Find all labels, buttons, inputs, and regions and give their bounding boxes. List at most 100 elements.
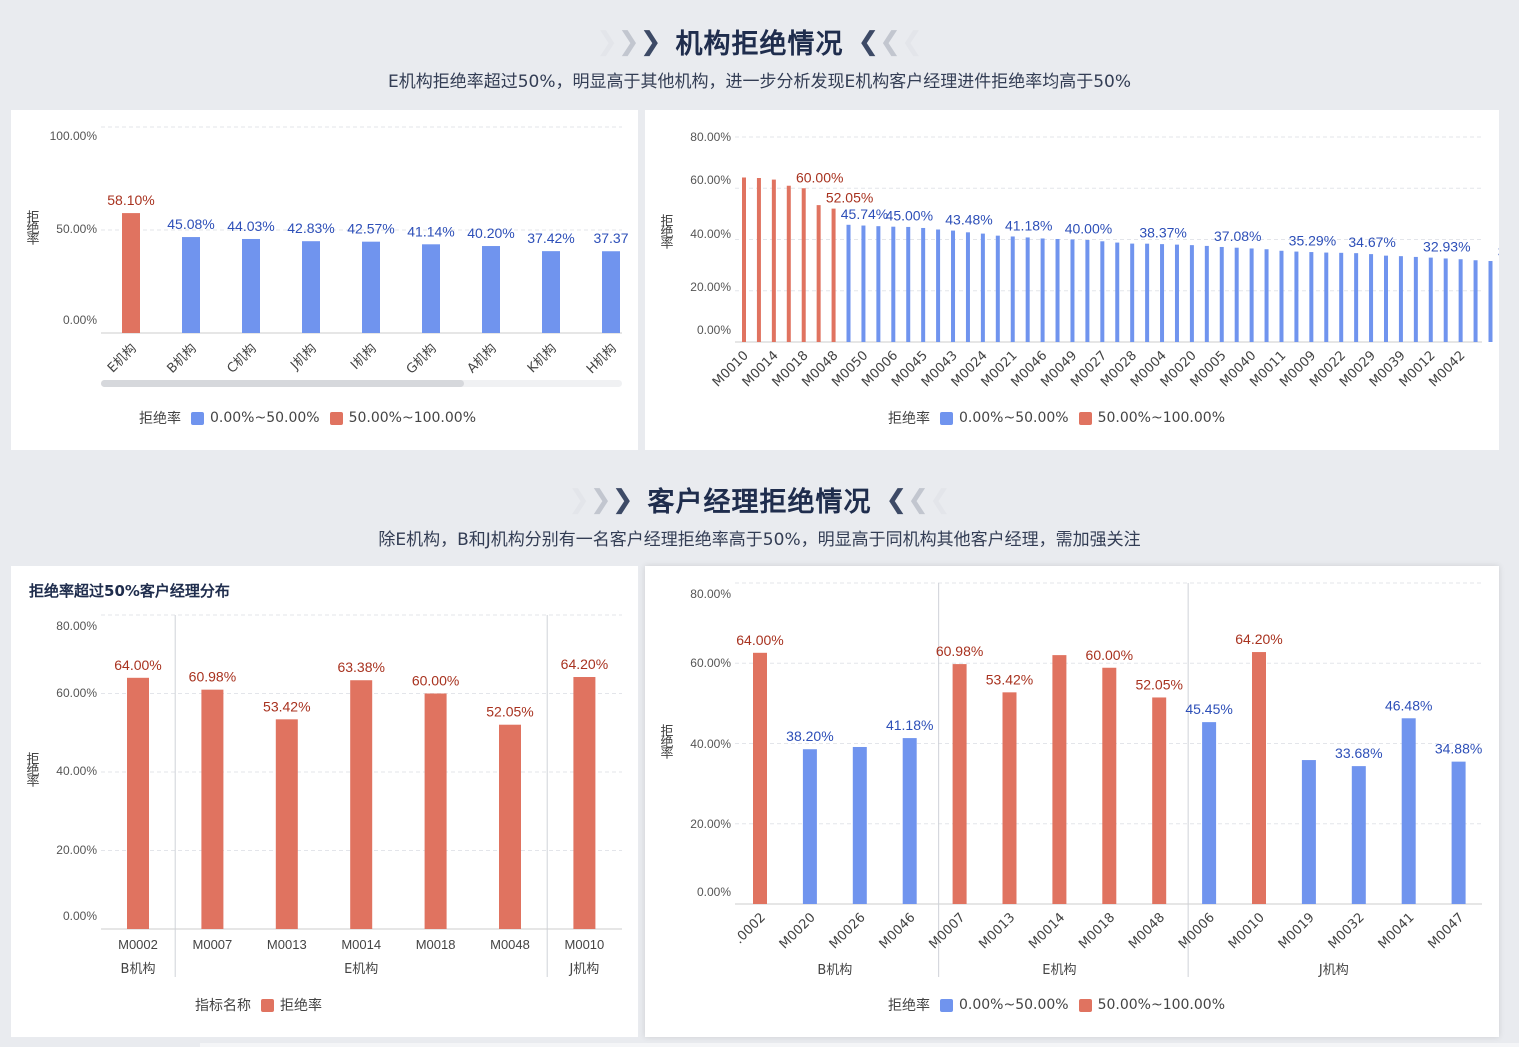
data-label: 64.20% — [1235, 631, 1282, 647]
legend-item-high[interactable]: 50.00%~100.00% — [1078, 997, 1225, 1013]
data-label: 64.00% — [736, 632, 783, 648]
x-tick-label: M0020 — [777, 910, 819, 952]
manager-rejection-panel: 80.00% 60.00% 40.00% 20.00% 0.00% 拒绝率 60.00% 52… — [645, 110, 1499, 450]
y-tick-label: 0.00% — [63, 313, 97, 327]
data-label: 64.00% — [114, 657, 161, 673]
panel-title: 拒绝率超过50%客户经理分布 — [29, 582, 230, 600]
bar — [362, 241, 380, 333]
bar — [182, 237, 200, 333]
bar — [1324, 252, 1329, 342]
bar — [846, 224, 851, 342]
bar — [1174, 244, 1179, 342]
legend-item-high[interactable]: 50.00%~100.00% — [1078, 410, 1225, 426]
data-label: 32.93% — [1423, 239, 1470, 255]
data-label: 60.98% — [936, 643, 983, 659]
chart-legend: 拒绝率 0.00%~50.00% 50.00%~100.00% — [888, 995, 1225, 1015]
data-label: 37.08% — [1214, 228, 1261, 244]
x-tick-label: M0018 — [1076, 910, 1118, 952]
bar — [1145, 243, 1150, 342]
data-label: 40.00% — [1065, 221, 1112, 237]
group-label: B机构 — [817, 963, 852, 978]
bar — [742, 177, 746, 342]
bar — [902, 738, 917, 904]
data-label: 63.38% — [337, 659, 384, 675]
legend-title: 拒绝率 — [888, 998, 930, 1014]
data-label: 60.00% — [412, 673, 459, 689]
group-label: E机构 — [1042, 963, 1076, 978]
bar — [980, 233, 985, 342]
x-tick-label: M0006 — [1176, 910, 1218, 952]
bar — [1458, 259, 1463, 342]
bar — [831, 208, 836, 342]
y-tick-label: 100.00% — [50, 129, 98, 143]
bar — [1055, 238, 1060, 342]
y-tick-label: 60.00% — [690, 656, 731, 670]
legend-item-low[interactable]: 0.00%~50.00% — [940, 997, 1069, 1013]
section-header-org: ❯ ❯ ❯ 机构拒绝情况 ❮ ❮ ❮ E机构拒绝率超过50%，明显高于其他机构，进一步分… — [0, 22, 1519, 93]
bar — [876, 226, 881, 342]
managers-by-org-chart[interactable]: 80.00% 60.00% 40.00% 20.00% 0.00% 拒绝率 64.00% .0… — [645, 566, 1499, 1037]
bar — [995, 235, 1000, 342]
bar — [952, 664, 967, 904]
legend-item-rate[interactable]: 拒绝率 — [261, 995, 322, 1015]
bar — [275, 719, 298, 929]
bar — [1301, 760, 1316, 904]
bar — [921, 227, 926, 342]
bar — [1264, 249, 1269, 342]
scrollbar-thumb[interactable] — [101, 380, 464, 387]
y-tick-label: 0.00% — [697, 323, 731, 337]
bar — [965, 232, 970, 342]
section-title-org: 机构拒绝情况 — [675, 29, 844, 60]
bar — [1102, 667, 1117, 904]
bar — [573, 677, 596, 929]
x-tick-label: H机构 — [584, 341, 620, 377]
bar — [1413, 256, 1418, 342]
x-tick-label: M0007 — [193, 937, 233, 952]
bar — [1052, 655, 1067, 904]
bar — [1354, 253, 1359, 342]
data-label: 35.29% — [1289, 233, 1336, 249]
bar — [801, 188, 806, 342]
section-title-manager: 客户经理拒绝情况 — [647, 487, 872, 518]
x-tick-label: M0002 — [118, 937, 158, 952]
bottom-scroll-strip — [200, 1043, 1519, 1047]
org-rejection-chart[interactable]: 100.00% 50.00% 0.00% 拒绝率 58.10% E机构 45.08% B机构 4… — [11, 110, 638, 450]
bar — [422, 244, 440, 333]
x-tick-label: M0019 — [1276, 910, 1318, 952]
bar — [771, 179, 776, 342]
data-label: 45.74% — [841, 206, 888, 222]
legend-item-low[interactable]: 0.00%~50.00% — [940, 410, 1069, 426]
manager-rejection-chart[interactable]: 80.00% 60.00% 40.00% 20.00% 0.00% 拒绝率 60.00% 52… — [645, 110, 1500, 450]
chart-scrollbar[interactable] — [101, 380, 622, 387]
x-tick-label: B机构 — [165, 341, 200, 376]
bar — [1294, 251, 1299, 342]
bar — [1249, 248, 1254, 342]
data-label: 52.05% — [1135, 676, 1182, 692]
y-axis-label: 拒绝率 — [658, 214, 674, 249]
bar — [1473, 260, 1478, 342]
data-label: 37.37 — [593, 230, 628, 246]
bar — [906, 226, 911, 342]
bar — [756, 178, 761, 342]
bar — [951, 230, 956, 342]
y-tick-label: 60.00% — [690, 173, 731, 187]
bar — [1100, 241, 1105, 342]
bar — [424, 693, 447, 929]
x-tick-label: .0002 — [732, 910, 769, 947]
data-label: 38.20% — [786, 728, 833, 744]
bar — [602, 251, 620, 333]
data-label: 53.42% — [986, 671, 1033, 687]
legend-item-low[interactable]: 0.00%~50.00% — [191, 410, 320, 426]
managers-over-50-chart[interactable]: 80.00% 60.00% 40.00% 20.00% 0.00% 拒绝率 64.00% M0… — [11, 566, 638, 1037]
x-tick-label: J机构 — [287, 341, 319, 373]
bar — [122, 213, 140, 333]
y-tick-label: 80.00% — [690, 587, 731, 601]
data-label: 34.88% — [1435, 741, 1482, 757]
y-tick-label: 50.00% — [56, 222, 97, 236]
legend-item-high[interactable]: 50.00%~100.00% — [329, 410, 476, 426]
bar — [1219, 246, 1224, 342]
section-subtitle-manager: 除E机构，B和J机构分别有一名客户经理拒绝率高于50%，明显高于同机构其他客户经… — [378, 530, 1141, 550]
bar — [1115, 242, 1120, 342]
x-tick-label: K机构 — [525, 341, 560, 376]
y-tick-label: 80.00% — [56, 619, 97, 633]
